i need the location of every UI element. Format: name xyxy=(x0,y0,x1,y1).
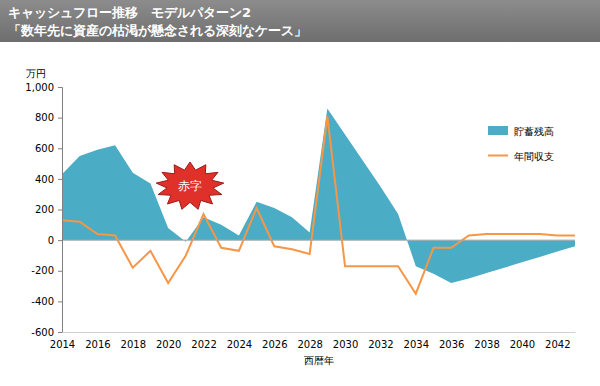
x-axis-title: 西暦年 xyxy=(304,355,334,366)
y-tick-label: 0 xyxy=(48,235,54,246)
y-axis-title: 万円 xyxy=(26,68,46,79)
y-tick-label: -400 xyxy=(31,296,54,307)
x-tick-label: 2022 xyxy=(191,339,216,350)
y-tick-label: 800 xyxy=(35,112,54,123)
x-tick-label: 2034 xyxy=(404,339,429,350)
balance-line xyxy=(62,116,575,294)
legend-label: 年間収支 xyxy=(514,151,554,162)
x-tick: 2040 xyxy=(510,332,535,350)
y-tick: -200 xyxy=(31,265,62,276)
subtitle: 「数年先に資産の枯渇が懸念される深刻なケース」 xyxy=(8,23,307,38)
x-tick: 2028 xyxy=(297,332,322,350)
y-tick-label: 1,000 xyxy=(25,82,54,93)
y-tick: 800 xyxy=(35,112,62,123)
y-tick: -400 xyxy=(31,296,62,307)
legend-swatch xyxy=(488,126,508,135)
y-tick-mark xyxy=(58,87,62,88)
y-tick: 400 xyxy=(35,174,62,185)
y-tick: 1,000 xyxy=(25,82,62,93)
x-tick: 2020 xyxy=(156,332,181,350)
y-tick: 0 xyxy=(48,235,62,246)
annotation-text: 赤字 xyxy=(178,179,202,193)
header-bar xyxy=(0,0,600,42)
y-tick-mark xyxy=(58,148,62,149)
x-tick-label: 2020 xyxy=(156,339,181,350)
legend-swatch xyxy=(488,155,508,157)
y-tick-label: 200 xyxy=(35,204,54,215)
annotation-burst xyxy=(156,162,224,209)
x-tick-label: 2038 xyxy=(474,339,499,350)
y-tick-mark xyxy=(58,332,62,333)
x-tick: 2024 xyxy=(227,332,252,350)
y-axis: -600 -400 -200 0 200 400 600 800 1,000 xyxy=(25,82,62,338)
y-tick-mark xyxy=(58,118,62,119)
x-tick: 2026 xyxy=(262,332,287,350)
y-tick-label: -200 xyxy=(31,265,54,276)
y-tick-label: 600 xyxy=(35,143,54,154)
x-tick: 2016 xyxy=(85,332,110,350)
y-tick-mark xyxy=(58,210,62,211)
zero-line xyxy=(62,240,575,241)
x-tick-label: 2030 xyxy=(333,339,358,350)
y-tick-label: -600 xyxy=(31,327,54,338)
plot-area xyxy=(62,108,575,293)
x-tick-label: 2036 xyxy=(439,339,464,350)
x-tick-label: 2040 xyxy=(510,339,535,350)
y-tick: -600 xyxy=(31,327,62,338)
x-tick: 2014 xyxy=(50,332,75,350)
x-tick: 2018 xyxy=(121,332,146,350)
x-tick-label: 2028 xyxy=(297,339,322,350)
y-tick-mark xyxy=(58,179,62,180)
chart: キャッシュフロー推移 モデルパターン2 「数年先に資産の枯渇が懸念される深刻なケー… xyxy=(0,0,600,386)
x-tick-label: 2024 xyxy=(227,339,252,350)
savings-area xyxy=(62,108,575,283)
x-tick: 2042 xyxy=(545,332,570,350)
x-axis: 2014 2016 2018 2020 2022 2024 2026 2028 2030 2032… xyxy=(50,332,576,350)
x-tick-label: 2042 xyxy=(545,339,570,350)
x-tick-label: 2014 xyxy=(50,339,75,350)
x-tick-label: 2032 xyxy=(368,339,393,350)
x-tick: 2030 xyxy=(333,332,358,350)
x-tick: 2038 xyxy=(474,332,499,350)
y-tick: 200 xyxy=(35,204,62,215)
title: キャッシュフロー推移 モデルパターン2 xyxy=(8,5,251,20)
x-tick: 2032 xyxy=(368,332,393,350)
x-tick-label: 2016 xyxy=(85,339,110,350)
x-axis-line xyxy=(63,332,576,333)
legend: 貯蓄残高年間収支 xyxy=(488,126,554,162)
y-tick-mark xyxy=(58,271,62,272)
y-tick-label: 400 xyxy=(35,174,54,185)
x-tick-label: 2026 xyxy=(262,339,287,350)
legend-label: 貯蓄残高 xyxy=(514,126,554,137)
y-tick-mark xyxy=(58,240,62,241)
x-tick-label: 2018 xyxy=(121,339,146,350)
x-tick: 2034 xyxy=(404,332,429,350)
y-axis-line xyxy=(58,88,63,333)
y-tick: 600 xyxy=(35,143,62,154)
x-tick: 2022 xyxy=(191,332,216,350)
y-tick-mark xyxy=(58,301,62,302)
x-tick: 2036 xyxy=(439,332,464,350)
